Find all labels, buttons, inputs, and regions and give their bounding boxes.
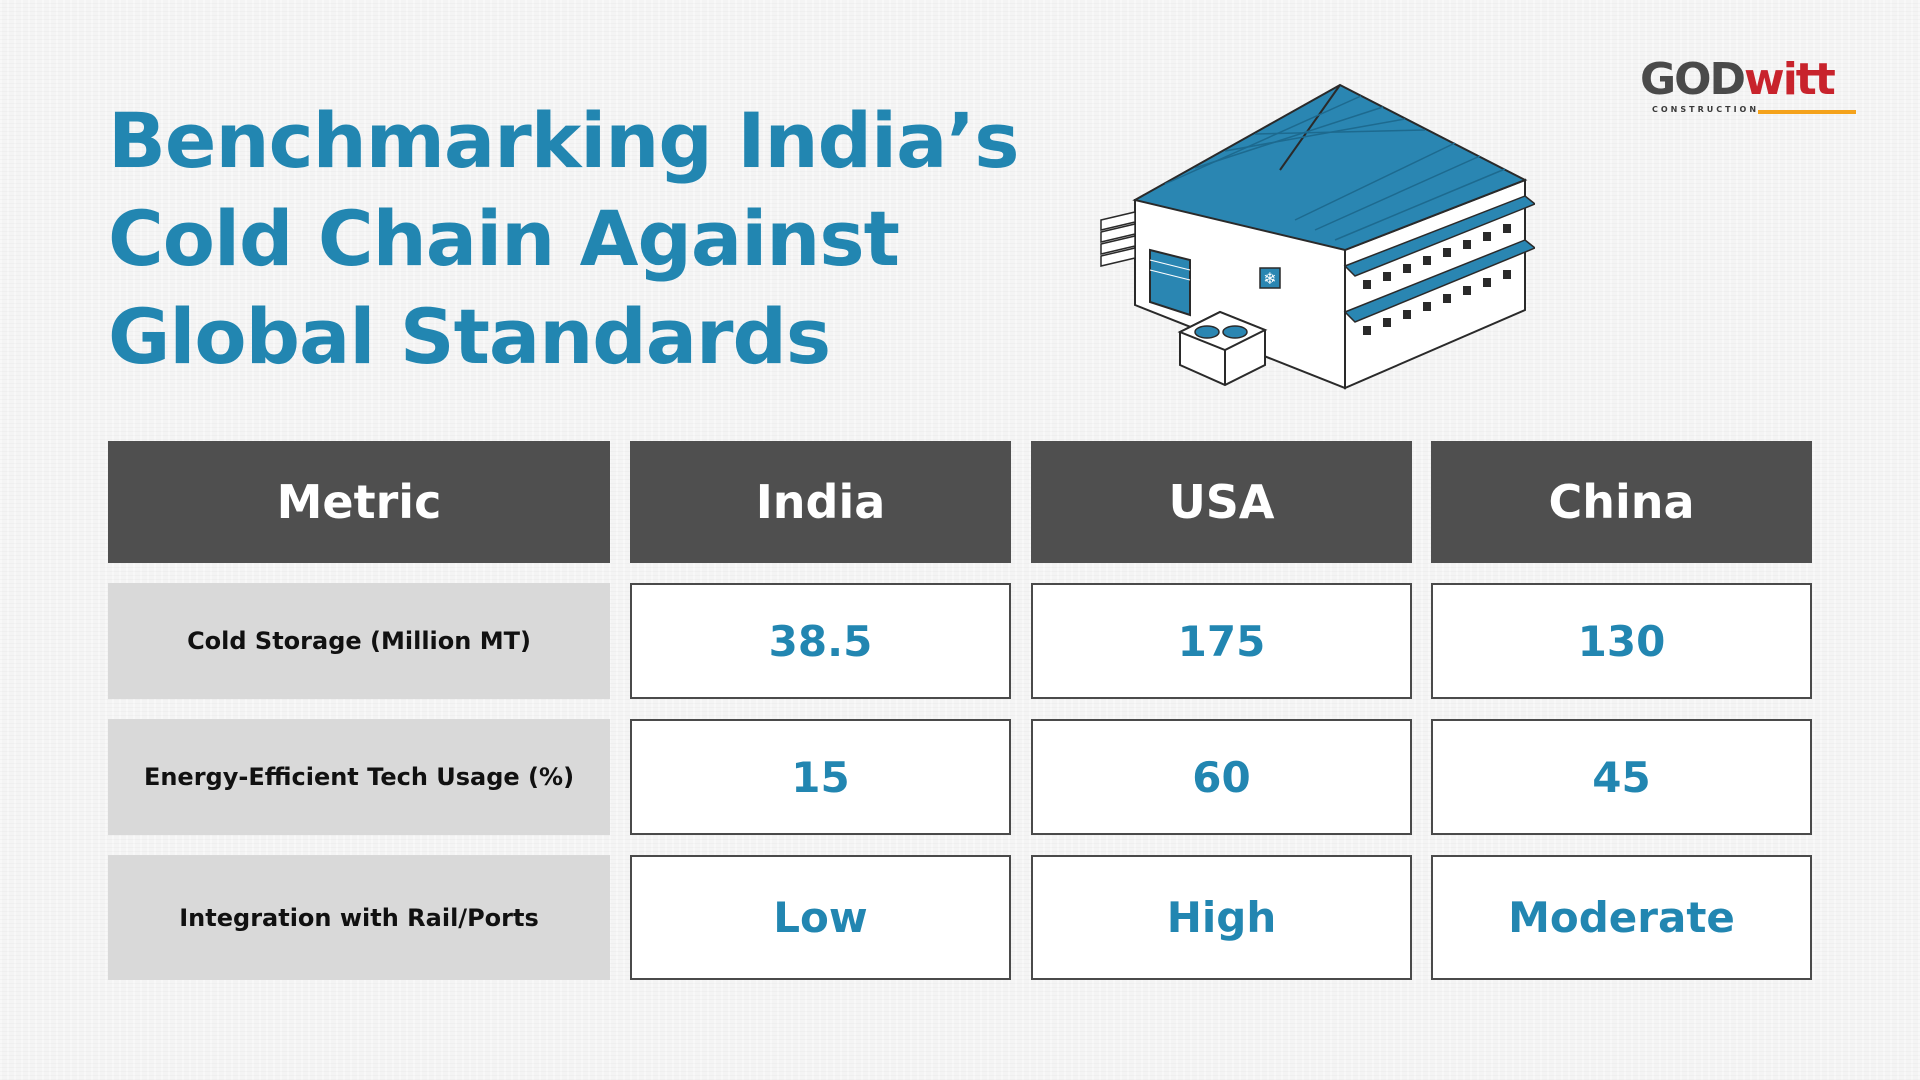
value-energy-efficient-usa: 60 bbox=[1031, 719, 1412, 835]
page-title: Benchmarking India’s Cold Chain Against … bbox=[108, 92, 1068, 386]
company-logo: GODwitt CONSTRUCTION bbox=[1640, 52, 1860, 124]
title-line-3: Global Standards bbox=[108, 292, 831, 381]
value-cold-storage-india: 38.5 bbox=[630, 583, 1011, 699]
logo-wordmark: GODwitt bbox=[1640, 52, 1836, 108]
value-energy-efficient-india: 15 bbox=[630, 719, 1011, 835]
svg-text:❄: ❄ bbox=[1263, 269, 1276, 288]
value-integration-china: Moderate bbox=[1431, 855, 1812, 980]
metric-label-energy-efficient: Energy-Efficient Tech Usage (%) bbox=[108, 719, 610, 835]
metric-label-integration: Integration with Rail/Ports bbox=[108, 855, 610, 980]
title-line-2: Cold Chain Against bbox=[108, 194, 900, 283]
column-header-metric: Metric bbox=[108, 441, 610, 563]
logo-underline bbox=[1758, 110, 1856, 114]
value-integration-india: Low bbox=[630, 855, 1011, 980]
value-integration-usa: High bbox=[1031, 855, 1412, 980]
logo-wordmark-god: GOD bbox=[1640, 54, 1746, 105]
cold-storage-warehouse-icon: ❄ bbox=[1100, 83, 1535, 390]
column-header-usa: USA bbox=[1031, 441, 1412, 563]
metric-label-cold-storage: Cold Storage (Million MT) bbox=[108, 583, 610, 699]
logo-wordmark-witt: witt bbox=[1744, 54, 1836, 105]
column-header-china: China bbox=[1431, 441, 1812, 563]
value-cold-storage-china: 130 bbox=[1431, 583, 1812, 699]
value-cold-storage-usa: 175 bbox=[1031, 583, 1412, 699]
logo-subtitle: CONSTRUCTION bbox=[1652, 105, 1760, 114]
value-energy-efficient-china: 45 bbox=[1431, 719, 1812, 835]
column-header-india: India bbox=[630, 441, 1011, 563]
title-line-1: Benchmarking India’s bbox=[108, 96, 1019, 185]
